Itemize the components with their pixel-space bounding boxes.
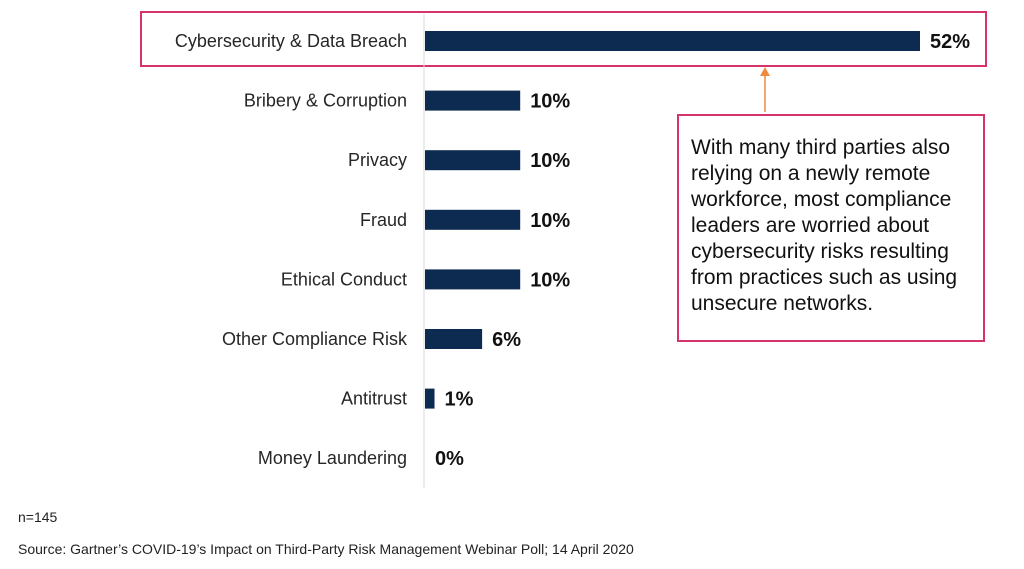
highlight-box <box>140 11 987 67</box>
callout-arrow-head <box>760 67 770 76</box>
category-label: Other Compliance Risk <box>222 329 408 349</box>
category-label: Fraud <box>360 210 407 230</box>
category-label: Bribery & Corruption <box>244 91 407 111</box>
category-label: Ethical Conduct <box>281 269 407 289</box>
sample-size-note: n=145 <box>18 509 58 525</box>
value-label: 10% <box>530 210 570 232</box>
category-label: Antitrust <box>341 389 407 409</box>
value-label: 6% <box>492 329 521 351</box>
bar <box>425 209 521 230</box>
source-note: Source: Gartner’s COVID-19’s Impact on T… <box>18 541 634 557</box>
category-label: Cybersecurity & Data Breach <box>175 31 407 51</box>
value-label: 10% <box>530 150 570 172</box>
callout-text: With many third parties also relying on … <box>691 136 958 315</box>
value-label: 1% <box>445 389 474 411</box>
category-label: Privacy <box>348 150 407 170</box>
bar <box>425 31 920 51</box>
value-label: 0% <box>435 448 464 470</box>
bar <box>425 90 521 111</box>
callout-box: With many third parties also relying on … <box>677 114 985 342</box>
bar <box>425 150 521 171</box>
value-label: 52% <box>930 31 970 53</box>
bar <box>425 329 483 349</box>
value-label: 10% <box>530 269 570 291</box>
bars-group: Cybersecurity & Data Breach 52% Bribery & … <box>175 31 970 470</box>
bar <box>425 388 435 409</box>
bar <box>425 269 521 290</box>
value-label: 10% <box>530 91 570 113</box>
category-label: Money Laundering <box>258 448 407 468</box>
